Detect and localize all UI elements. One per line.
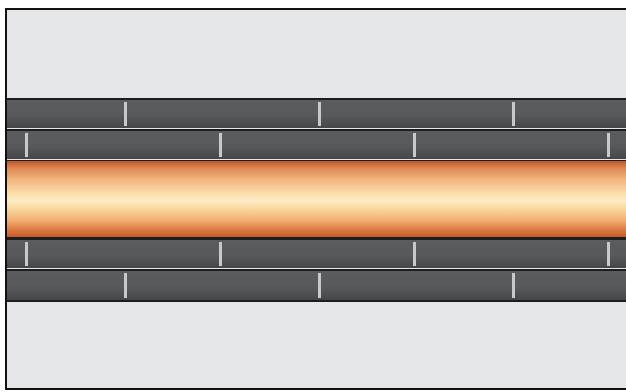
brick-seam [607,242,610,266]
brick-row-bottom-outer [7,269,626,302]
illustration-frame [5,8,626,390]
brick-seam [124,273,127,298]
brick-row-top-inner [7,129,626,159]
brick-seam [318,102,321,126]
brick-seam [318,273,321,298]
brick-row-bottom-inner [7,238,626,268]
brick-seam [413,242,416,266]
brick-seam [219,242,222,266]
pipe-graphic [7,160,626,238]
brick-seam [413,133,416,157]
brick-seam [607,133,610,157]
brick-seam [25,133,28,157]
brick-row-top-outer [7,98,626,128]
brick-seam [512,273,515,298]
brick-seam [219,133,222,157]
brick-seam [512,102,515,126]
brick-seam [25,242,28,266]
brick-seam [124,102,127,126]
